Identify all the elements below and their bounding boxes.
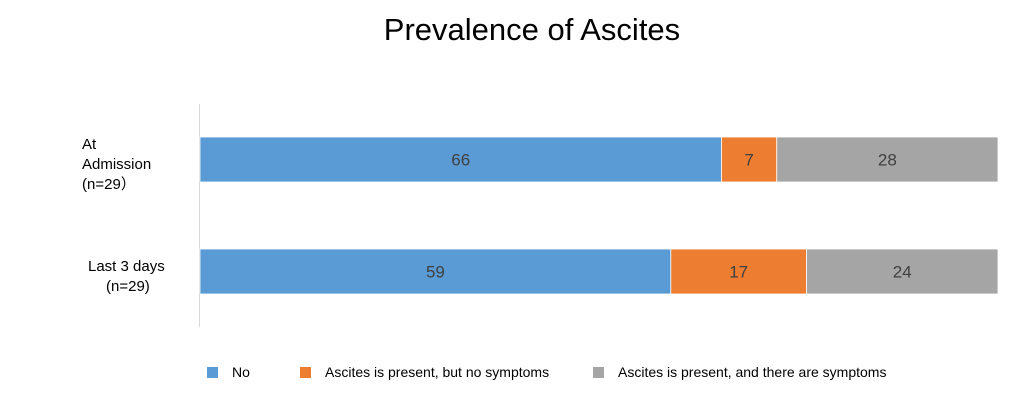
data-label-last-3-days-present-with-symptoms: 24	[893, 263, 912, 282]
bar-admission-present-with-symptoms	[776, 136, 999, 183]
data-label-admission-no: 66	[451, 151, 470, 170]
category-label-last-3-days: Last 3 days (n=29)	[88, 257, 165, 297]
data-label-last-3-days-present-no-symptoms: 17	[729, 263, 748, 282]
legend-swatch-no	[207, 366, 218, 378]
legend-label-no: No	[232, 364, 250, 380]
legend-item-present-no-symptoms: Ascites is present, but no symptoms	[300, 364, 549, 380]
legend-label-present-no-symptoms: Ascites is present, but no symptoms	[325, 364, 550, 380]
legend-swatch-present-with-symptoms	[593, 366, 604, 378]
category-label-admission-line2: Admission	[82, 156, 152, 173]
category-label-admission-line3: (n=29）	[82, 176, 136, 193]
legend-item-present-with-symptoms: Ascites is present, and there are sympto…	[593, 364, 886, 380]
legend-swatch-present-no-symptoms	[300, 366, 311, 378]
chart-title: Prevalence of Ascites	[383, 12, 681, 47]
bar-last-3-days-present-no-symptoms	[670, 248, 807, 295]
bar-admission-no	[199, 136, 722, 183]
data-label-last-3-days-no: 59	[426, 263, 445, 282]
legend-item-no: No	[207, 364, 250, 380]
data-label-admission-present-no-symptoms: 7	[744, 151, 753, 170]
category-label-admission: At Admission (n=29）	[82, 135, 151, 195]
legend-label-present-with-symptoms: Ascites is present, and there are sympto…	[618, 364, 887, 380]
category-label-last-3-days-line2: (n=29)	[106, 278, 150, 295]
data-label-admission-present-with-symptoms: 28	[878, 151, 897, 170]
category-label-last-3-days-line1: Last 3 days	[88, 258, 165, 275]
bar-last-3-days-present-with-symptoms	[806, 248, 999, 295]
category-label-admission-line1: At	[82, 136, 97, 153]
legend: No Ascites is present, but no symptoms A…	[0, 364, 1024, 384]
